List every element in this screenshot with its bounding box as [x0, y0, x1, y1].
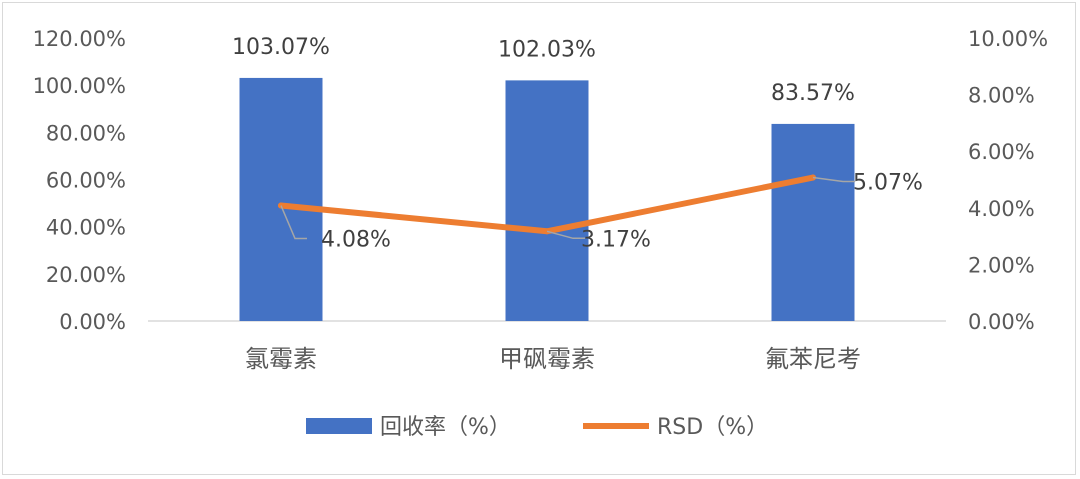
category-label: 氟苯尼考	[765, 345, 861, 373]
line-label-leader	[546, 230, 585, 240]
right-axis-tick-label: 10.00%	[968, 27, 1048, 51]
left-axis-tick-label: 80.00%	[46, 121, 126, 145]
left-axis-tick-label: 60.00%	[46, 169, 126, 193]
line-label-leader	[812, 176, 855, 183]
legend-swatch-bars	[306, 418, 372, 434]
right-axis-tick-label: 4.00%	[968, 197, 1035, 221]
category-label: 甲砜霉素	[499, 345, 595, 373]
line-data-label: 5.07%	[853, 171, 923, 196]
bar-data-label: 83.57%	[771, 81, 855, 106]
line-data-label: 4.08%	[321, 228, 391, 253]
left-axis-tick-label: 20.00%	[46, 263, 126, 287]
right-axis-tick-label: 8.00%	[968, 84, 1035, 108]
right-axis-tick-label: 6.00%	[968, 140, 1035, 164]
left-axis-tick-label: 100.00%	[33, 74, 126, 98]
right-axis-tick-label: 2.00%	[968, 253, 1035, 277]
left-axis-tick-label: 40.00%	[46, 216, 126, 240]
bar-data-label: 102.03%	[498, 37, 596, 62]
bar	[239, 77, 323, 322]
legend-label-bars: 回收率（%）	[380, 415, 511, 440]
left-axis-tick-label: 0.00%	[59, 310, 126, 334]
legend-label-line: RSD（%）	[657, 415, 768, 440]
bar-data-label: 103.07%	[232, 35, 330, 60]
line-data-label: 3.17%	[581, 227, 651, 252]
bar	[505, 80, 589, 322]
right-axis-tick-label: 0.00%	[968, 310, 1035, 334]
category-label: 氯霉素	[245, 345, 317, 373]
bar	[771, 123, 855, 321]
left-axis-tick-label: 120.00%	[33, 27, 126, 51]
line-label-leader	[280, 205, 307, 240]
